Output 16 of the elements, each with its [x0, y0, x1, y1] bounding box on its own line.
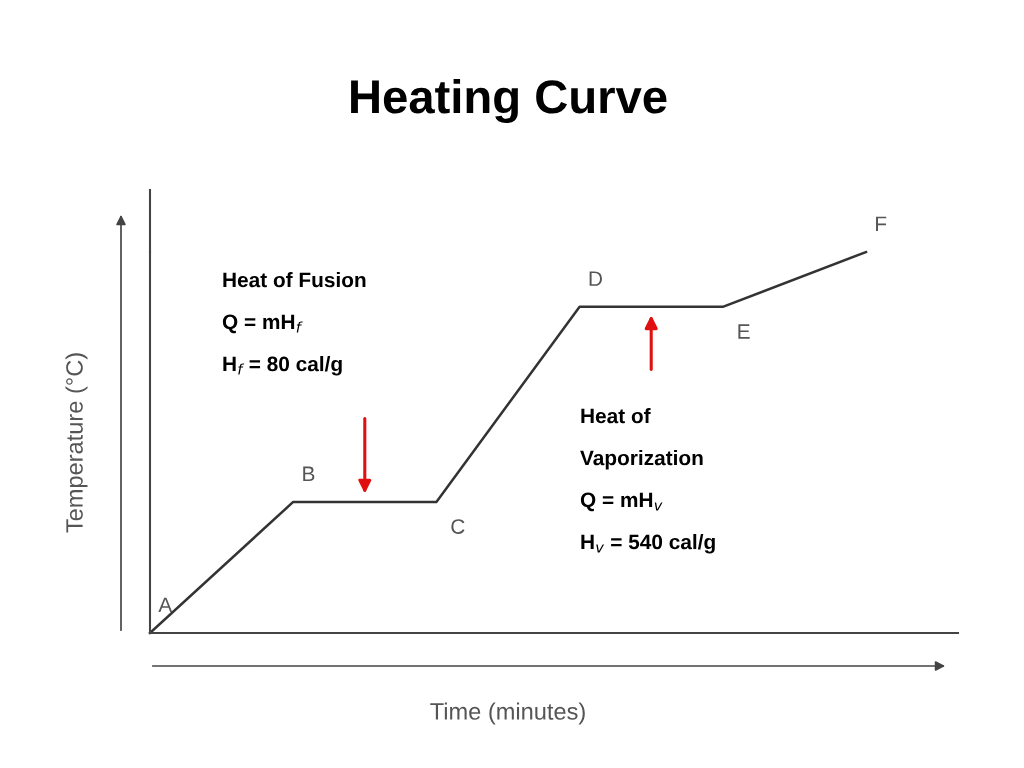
- y-axis-title: Temperature (°C): [65, 353, 88, 533]
- annotation: Heat of: [581, 408, 651, 424]
- x-tick-label: D: [589, 271, 602, 286]
- x-tick-label: E: [738, 324, 750, 339]
- x-tick-label: C: [451, 519, 465, 534]
- annotation: Heat of Fusion: [223, 272, 366, 288]
- annotation: Q = mH$_{v}$: [580, 492, 663, 512]
- annotation: Vaporization: [580, 450, 703, 470]
- annotation: H$_{v}$ = 540 cal/g: [581, 534, 715, 554]
- chart-title: Heating Curve: [351, 78, 667, 124]
- annotation: H$_{f}$ = 80 cal/g: [223, 356, 342, 376]
- x-tick-label: B: [303, 466, 315, 481]
- x-tick-label: F: [876, 216, 887, 232]
- x-tick-label: A: [158, 597, 173, 613]
- annotation: Q = mH$_{f}$: [222, 314, 303, 334]
- x-axis-title: Time (minutes): [430, 702, 585, 725]
